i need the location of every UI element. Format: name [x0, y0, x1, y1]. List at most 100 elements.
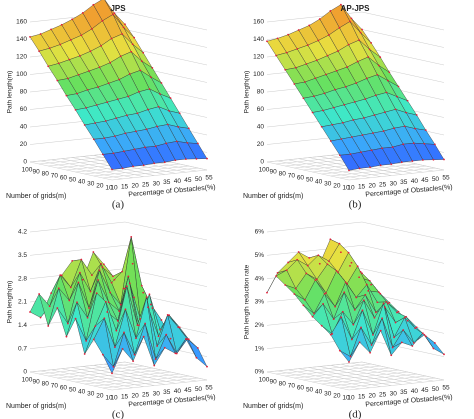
x-tick-label: 55 [442, 175, 450, 182]
y-tick-label: 60 [60, 175, 68, 182]
data-point [92, 3, 95, 6]
data-point [327, 260, 330, 263]
data-point [365, 283, 368, 286]
caption: (c) [112, 409, 125, 419]
data-point [107, 82, 110, 85]
grid-line [339, 377, 435, 389]
data-point [373, 114, 376, 116]
data-point [38, 50, 41, 53]
data-point [348, 169, 350, 172]
data-point [165, 142, 168, 145]
grid-line [298, 158, 381, 177]
data-point [432, 158, 435, 161]
data-point [113, 346, 116, 349]
grid-line [114, 362, 197, 382]
data-point [432, 347, 435, 350]
data-point [111, 168, 113, 171]
y-tick-label: 90 [32, 169, 40, 176]
data-point [368, 48, 371, 51]
data-point [132, 360, 135, 363]
y-tick-label: 30 [324, 391, 332, 398]
z-tick-label: 0% [255, 369, 265, 376]
data-point [92, 138, 95, 141]
z-tick-label: 140 [253, 36, 264, 43]
data-point [294, 287, 297, 290]
data-point [151, 307, 154, 309]
data-point [187, 127, 190, 130]
data-point [50, 28, 53, 31]
data-point [329, 333, 332, 336]
data-point [115, 329, 118, 332]
data-point [285, 269, 288, 272]
grid-line [321, 373, 417, 385]
data-point [89, 50, 92, 53]
data-point [186, 338, 189, 341]
data-point [320, 324, 323, 327]
data-point [349, 153, 352, 156]
data-point [148, 88, 151, 90]
data-point [360, 151, 362, 154]
y-tick-label: 50 [69, 177, 77, 184]
data-point [344, 85, 347, 88]
data-point [377, 291, 380, 294]
data-point [159, 93, 161, 95]
data-point [315, 278, 318, 281]
y-tick-label: 70 [288, 383, 296, 390]
grid-line [330, 165, 426, 177]
x-tick-label: 30 [390, 180, 398, 187]
z-tick-label: 120 [16, 54, 27, 61]
grid-line [348, 379, 445, 391]
data-point [90, 28, 93, 30]
data-point [384, 111, 386, 114]
z-tick-label: 0 [260, 159, 264, 166]
data-point [338, 242, 341, 245]
grid-line [339, 167, 435, 179]
data-point [411, 160, 414, 162]
data-point [326, 263, 329, 266]
data-point [314, 77, 317, 80]
data-point [124, 23, 126, 26]
chart-title: AP-JPS [341, 4, 371, 13]
x-tick-label: 25 [379, 391, 387, 398]
data-point [97, 279, 100, 281]
data-point [303, 298, 306, 301]
x-tick-label: 35 [400, 179, 408, 186]
data-point [302, 97, 305, 100]
data-point [145, 128, 148, 131]
x-tick-label: 45 [184, 177, 192, 184]
data-point [175, 140, 178, 143]
data-point [403, 316, 406, 319]
data-point [360, 326, 362, 329]
data-point [379, 292, 382, 295]
data-point [81, 12, 84, 14]
grid-line [303, 369, 399, 381]
data-point [347, 251, 350, 254]
grid-line [288, 159, 371, 179]
x-tick-label: 45 [421, 177, 429, 184]
z-tick-label: 5% [255, 252, 265, 259]
data-point [311, 111, 314, 114]
x-tick-label: 55 [442, 385, 450, 392]
data-point [306, 44, 309, 47]
y-tick-label: 80 [279, 381, 287, 388]
grid-line [51, 159, 134, 179]
data-point [305, 63, 308, 65]
data-point [337, 271, 339, 274]
grid-line [40, 160, 123, 180]
data-point [382, 130, 385, 132]
data-point [83, 353, 86, 355]
data-point [305, 272, 308, 275]
data-point [322, 302, 325, 305]
data-point [266, 40, 268, 43]
data-point [195, 157, 198, 160]
data-point [296, 48, 299, 50]
data-point [59, 43, 62, 46]
data-point [165, 333, 168, 336]
data-point [349, 264, 351, 267]
data-point [368, 279, 371, 282]
data-point [343, 291, 346, 294]
z-tick-label: 100 [253, 71, 264, 78]
data-point [157, 105, 160, 108]
y-tick-label: 100 [259, 377, 270, 384]
data-point [88, 70, 90, 72]
